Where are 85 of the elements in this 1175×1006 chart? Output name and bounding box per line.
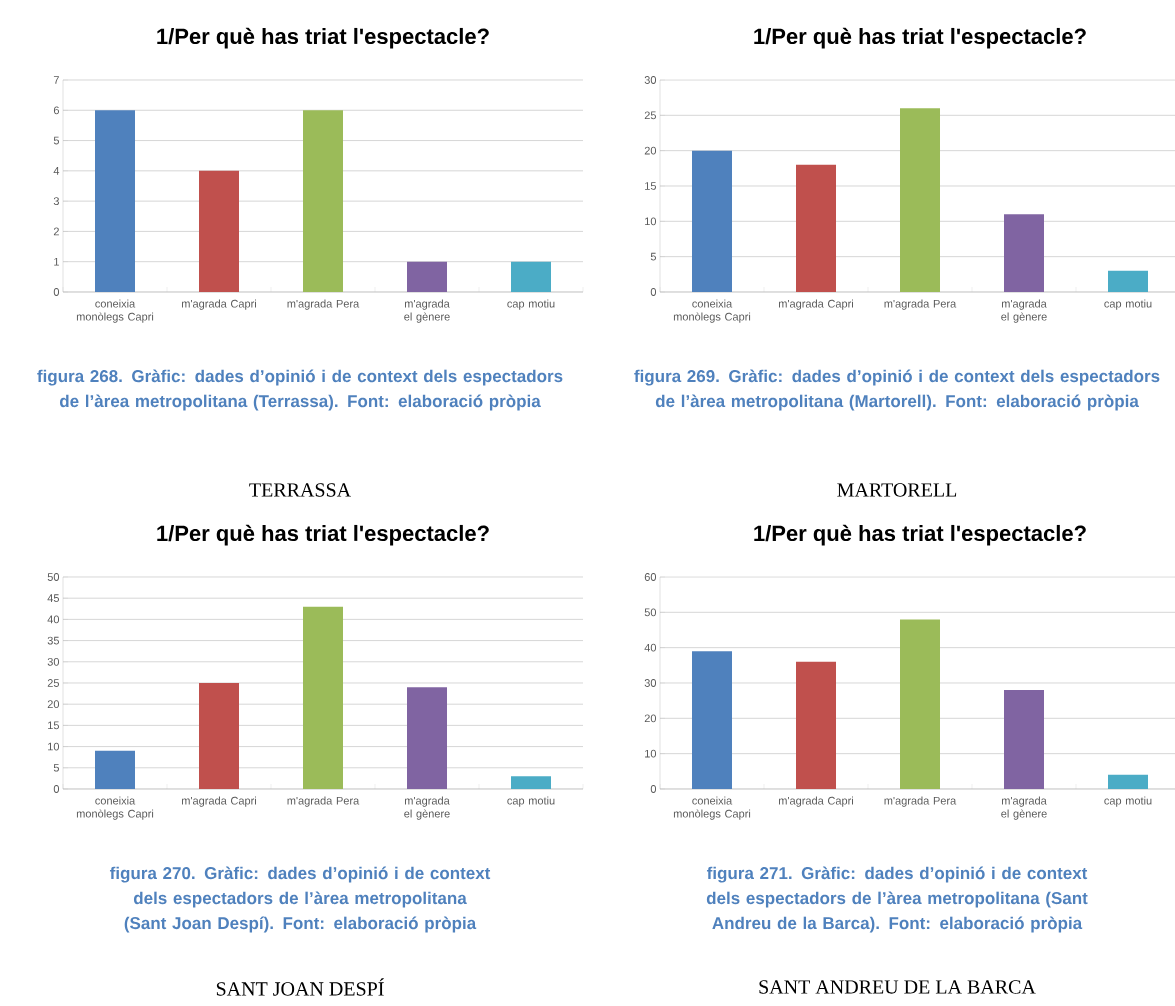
x-tick-label: m'agrada Pera [884,299,957,310]
bar [303,110,344,292]
chart-title: 1/Per què has triat l'espectacle? [157,27,489,49]
text: MARTORELL [837,483,957,497]
bar [199,170,240,292]
x-tick-label: m'agrada Pera [287,796,360,807]
y-tick-label: 20 [644,714,657,723]
y-tick-label: 35 [47,636,59,645]
y-tick-label: 5 [53,136,59,145]
x-tick-label: m'agrada Capri [182,299,256,310]
y-tick-label: 5 [650,252,656,261]
text: TERRASSA [249,483,351,497]
y-tick-label: 50 [644,608,657,617]
bar [303,606,344,789]
bar [796,661,837,789]
x-tick-label: m'agrada el gènere [404,796,450,820]
bar [95,110,136,292]
y-tick-label: 30 [47,657,60,666]
y-tick-label: 50 [47,573,60,581]
y-tick-label: 30 [644,76,657,84]
y-tick-label: 0 [53,785,60,793]
y-tick-label: 3 [53,197,59,206]
text: SANT ANDREU DE LA BARCA [759,980,1036,994]
bar [511,261,551,292]
x-tick-label: cap motiu [507,796,555,807]
text: figura 271. Gràfic: dades d’opinió i de context dels espectadors de l’àrea metropolitana (Sant Andreu de la Barca). Font: elaboració pròpia [706,866,1088,933]
x-tick-label: coneixia monòlegs Capri [76,796,154,820]
y-tick-label: 30 [644,679,657,687]
x-tick-label: m'agrada Capri [779,796,853,807]
y-tick-label: 25 [47,679,59,687]
bar [692,651,733,789]
x-tick-label: m'agrada Capri [779,299,853,310]
y-tick-label: 1 [54,257,59,266]
y-tick-label: 25 [644,111,656,120]
text: SANT JOAN DESPÍ [216,978,384,996]
chart-title: 1/Per què has triat l'espectacle? [754,27,1086,49]
x-tick-label: m'agrada el gènere [1001,299,1047,323]
text: figura 270. Gràfic: dades d’opinió i de context dels espectadors de l’àrea metropolitana (Sant Joan Despí). Font: elaboració pròpia [109,866,491,933]
bar [199,682,240,789]
x-tick-label: coneixia monòlegs Capri [673,796,751,820]
y-tick-label: 60 [644,573,657,581]
x-tick-label: cap motiu [507,299,555,310]
bar [95,750,136,789]
y-tick-label: 5 [53,763,59,772]
y-tick-label: 15 [48,721,59,730]
y-tick-label: 6 [53,106,59,115]
x-tick-label: coneixia monòlegs Capri [673,299,751,323]
bar [1004,690,1044,789]
bar [900,108,941,292]
y-tick-label: 4 [53,167,60,175]
y-tick-label: 15 [645,182,656,190]
x-tick-label: m'agrada el gènere [1001,796,1047,820]
bar [511,776,551,789]
bar [1108,774,1148,789]
y-tick-label: 20 [644,146,657,155]
x-tick-label: m'agrada Pera [884,796,957,807]
x-tick-label: m'agrada el gènere [404,299,450,323]
bar [407,687,447,789]
y-tick-label: 7 [53,76,59,84]
bar [900,619,941,789]
y-tick-label: 10 [645,217,657,226]
chart-title: 1/Per què has triat l'espectacle? [754,524,1086,546]
bar [692,150,733,292]
text: figura 269. Gràfic: dades d’opinió i de context dels espectadors de l’àrea metropolitana (Martorell). Font: elaboració pròpia [634,369,1160,411]
y-tick-label: 2 [53,227,59,236]
x-tick-label: coneixia monòlegs Capri [76,299,154,323]
y-tick-label: 20 [47,700,60,709]
x-tick-label: cap motiu [1104,796,1152,807]
bar [407,261,447,292]
x-tick-label: m'agrada Pera [287,299,360,310]
y-tick-label: 40 [644,643,657,652]
y-tick-label: 10 [645,749,657,758]
chart-title: 1/Per què has triat l'espectacle? [157,524,489,546]
y-tick-label: 40 [47,615,60,624]
text: figura 268. Gràfic: dades d’opinió i de context dels espectadors de l’àrea metropolitana (Terrassa). Font: elaboració pròpia [37,369,563,411]
y-tick-label: 0 [650,785,657,793]
bar [1108,270,1148,292]
y-tick-label: 0 [53,288,60,296]
x-tick-label: m'agrada Capri [182,796,256,807]
y-tick-label: 0 [650,288,657,296]
y-tick-label: 45 [47,594,59,603]
bar [1004,214,1044,292]
y-tick-label: 10 [48,742,60,751]
bar [796,164,837,292]
x-tick-label: cap motiu [1104,299,1152,310]
